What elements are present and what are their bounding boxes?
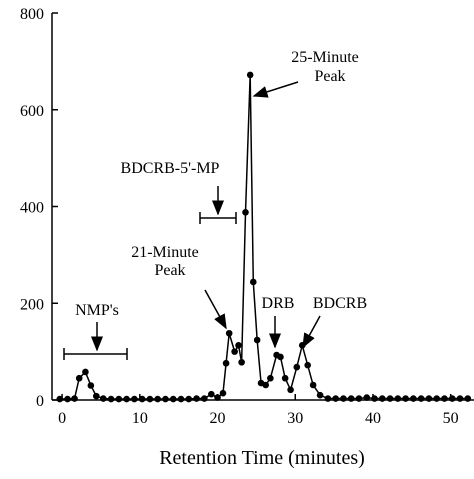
data-point [107,395,115,403]
data-point [219,389,227,397]
data-point [363,394,371,401]
data-point [235,342,242,349]
data-point [123,395,130,403]
data-point [185,395,193,403]
x-tick-label: 10 [132,410,148,427]
data-point [131,395,138,403]
data-point [441,395,448,402]
y-tick-label: 200 [20,296,44,313]
data-point [214,394,221,401]
data-point [267,374,274,382]
annotation: 25-Minute [291,49,359,66]
data-point [448,395,456,402]
annotation: DRB [262,295,295,312]
data-point [177,395,185,403]
y-tick-label: 800 [20,6,44,23]
data-point [242,209,249,216]
data-point [82,368,89,376]
annotation-arrows [63,81,321,360]
data-point [298,342,306,349]
data-point [231,348,238,355]
data-point [87,382,95,389]
annotation: Peak [154,262,185,279]
x-tick-label: 0 [58,410,66,427]
data-point [222,359,230,367]
data-point [253,336,261,344]
annotation: Peak [314,68,345,85]
data-point [201,395,208,402]
data-point [287,386,294,394]
data-point [394,395,402,402]
data-point [193,395,200,402]
data-point [238,358,245,366]
data-point [378,395,386,402]
data-point [99,395,107,402]
x-axis-label: Retention Time (minutes) [159,447,365,469]
data-point [208,390,215,398]
data-point [64,395,71,403]
y-tick-label: 600 [20,103,44,120]
data-point [293,363,301,371]
series-line [59,74,468,400]
x-tick-label: 40 [365,410,381,427]
data-point [225,329,233,337]
annotation: NMP's [75,302,119,319]
data-point [417,395,425,402]
data-point [246,71,254,79]
data-point [162,395,169,403]
data-point [154,395,161,403]
data-point [355,395,363,402]
data-point [402,395,409,402]
data-point [277,353,284,361]
data-point [281,374,289,382]
x-tick-label: 30 [287,410,303,427]
y-tick-label: 0 [36,393,44,410]
annotation: 21-Minute [131,244,199,261]
data-point [115,395,123,403]
annotation: BDCRB [313,295,367,312]
data-point [316,391,324,399]
data-point [138,395,146,403]
data-point [425,395,433,402]
data-point [433,395,440,402]
data-point [340,395,347,402]
y-tick-label: 400 [20,200,44,217]
data-point [347,395,355,402]
data-point [56,395,64,403]
data-point [371,395,378,402]
data-point [410,395,417,402]
data-point [92,392,100,400]
data-point [386,395,394,402]
data-point [332,395,339,402]
data-point [71,395,78,402]
data-point [146,395,154,403]
annotation: BDCRB-5'-MP [121,160,220,177]
data-point [75,374,83,382]
data-point [464,395,472,402]
x-tick-label: 20 [210,410,226,427]
data-point [249,278,257,286]
data-point [456,395,464,402]
data-point [304,361,311,369]
data-point [262,381,270,389]
data-point [169,395,177,403]
x-tick-label: 50 [443,410,459,427]
data-point [324,395,332,402]
data-point [309,381,317,389]
